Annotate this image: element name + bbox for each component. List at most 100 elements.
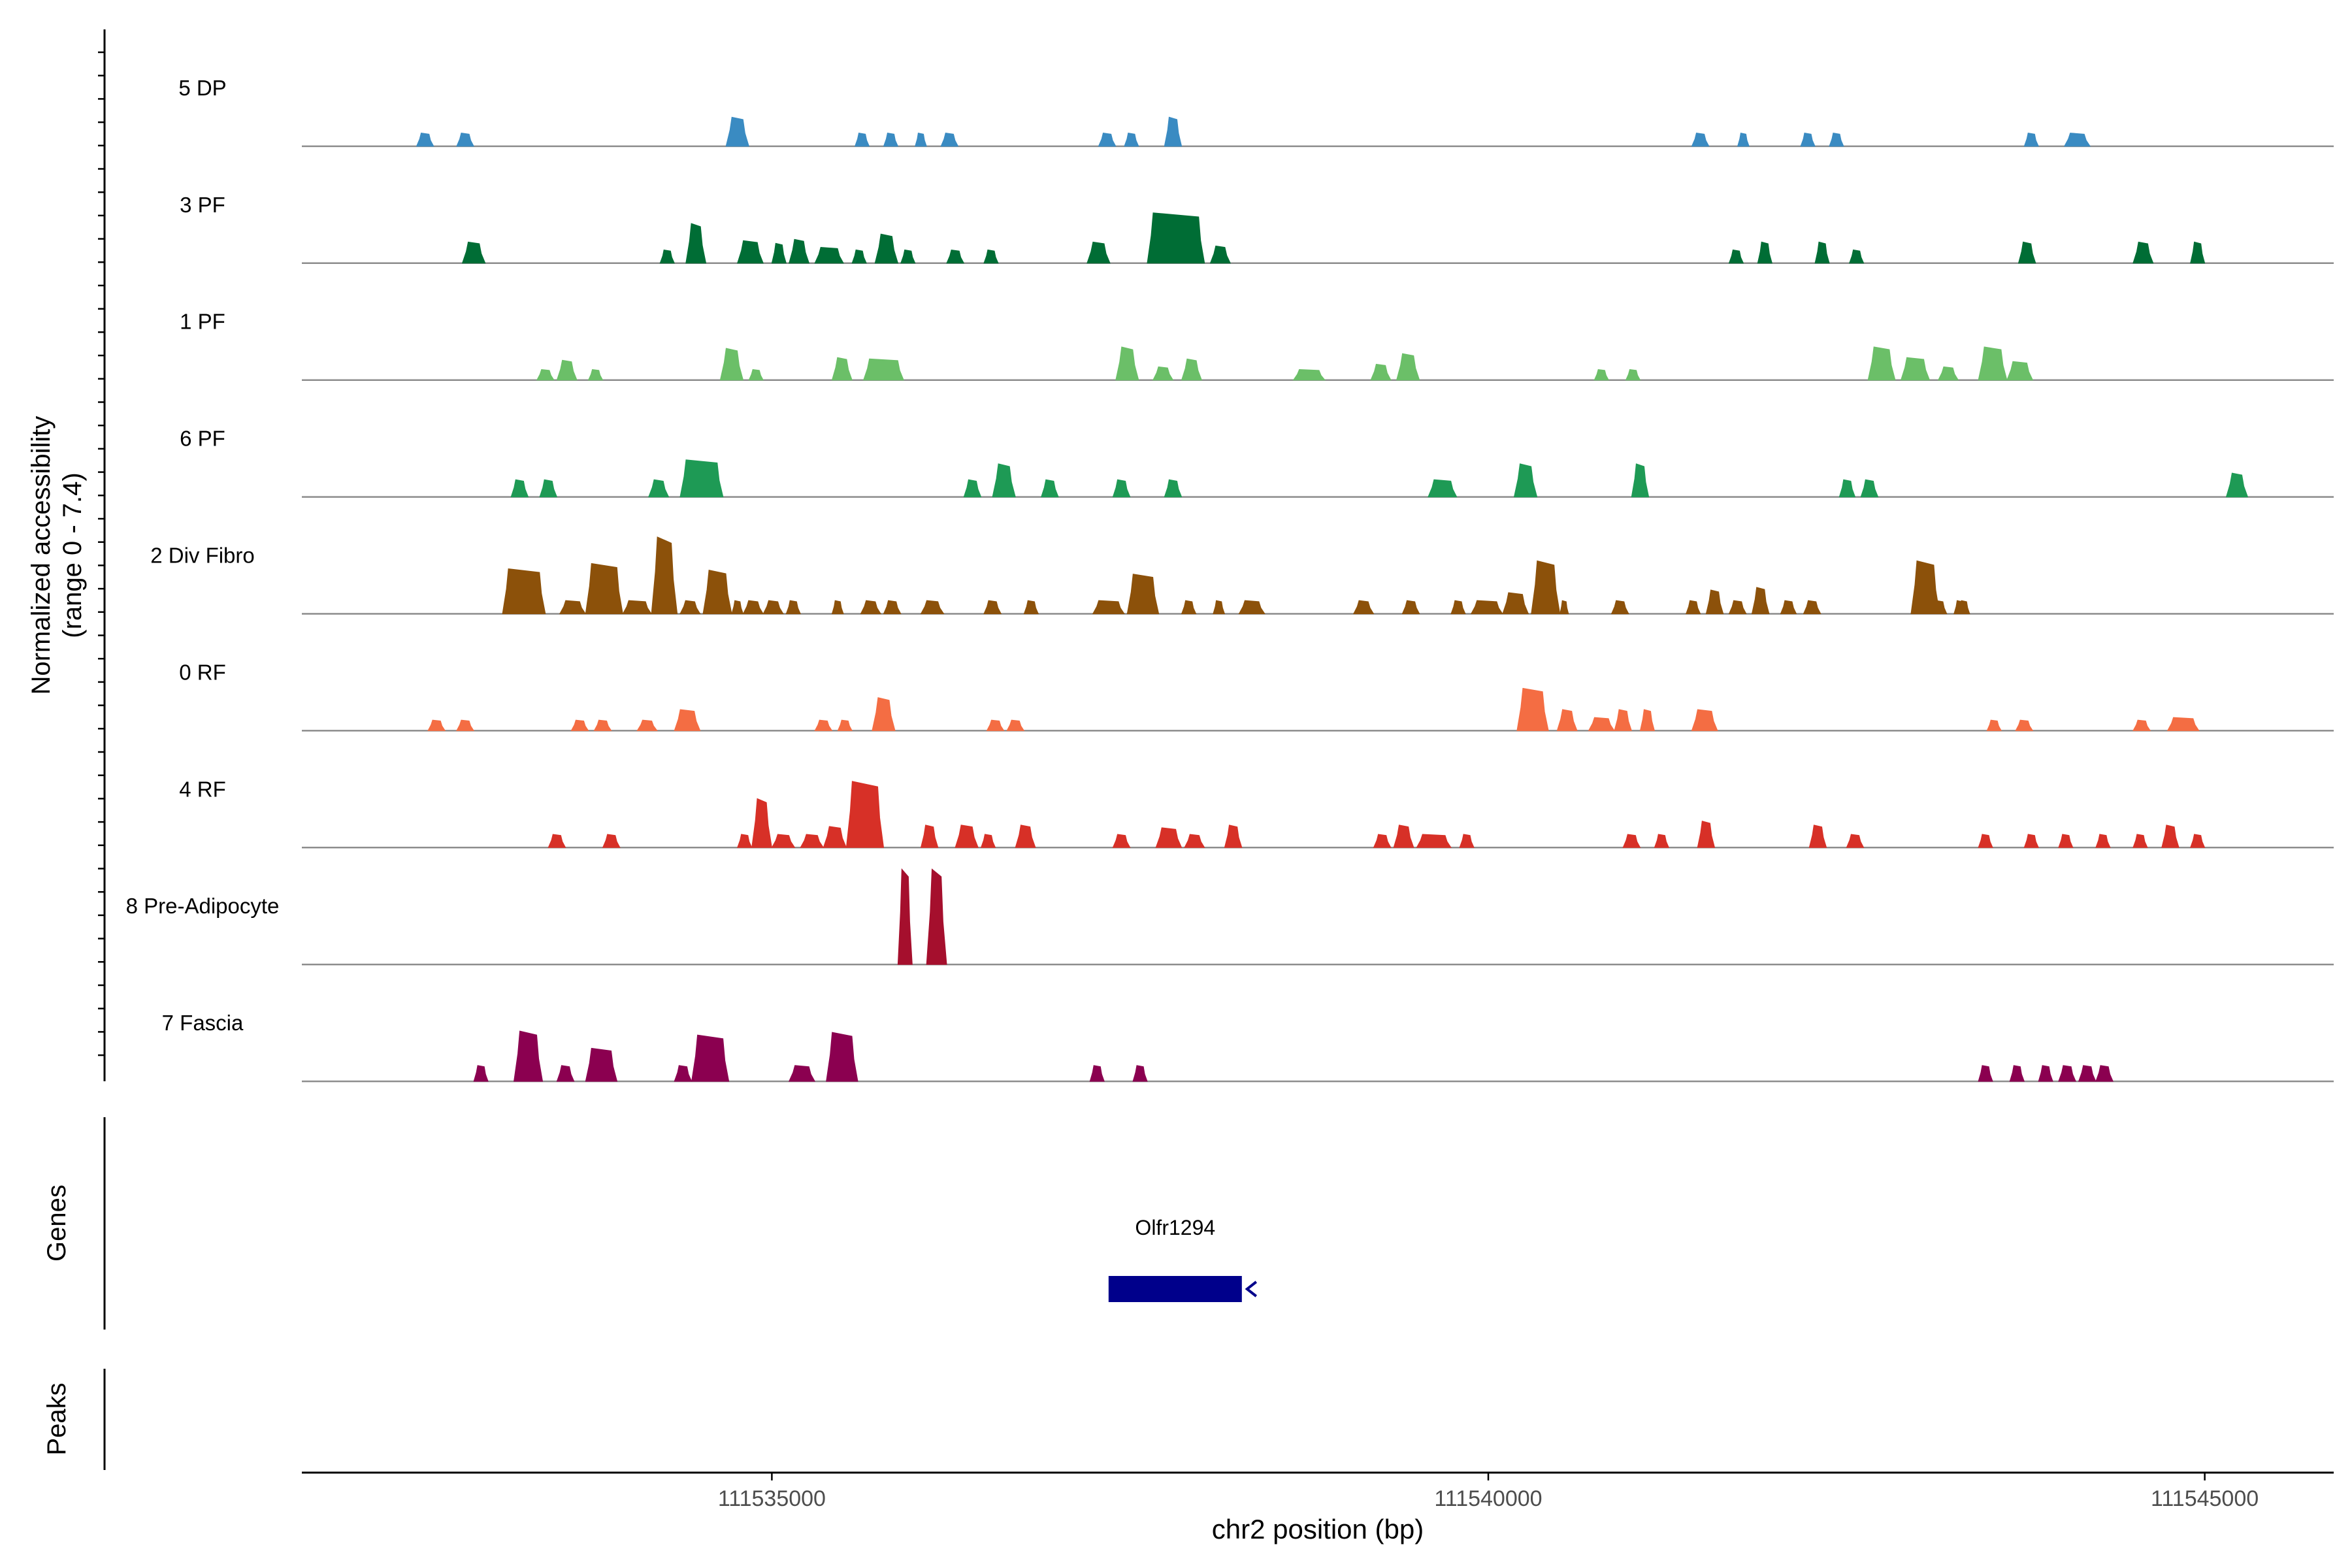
coverage-peak [1401, 600, 1420, 614]
coverage-peak [1041, 479, 1059, 498]
coverage-peak [1292, 368, 1326, 381]
x-tick-label: 111545000 [2151, 1486, 2259, 1511]
coverage-peak [1639, 709, 1656, 731]
coverage-y-ticks [98, 51, 105, 1056]
coverage-peak [659, 249, 675, 264]
coverage-peak [1625, 368, 1641, 381]
coverage-peak [1757, 241, 1772, 264]
coverage-peak [691, 1034, 730, 1082]
track-7-fascia: 7 Fascia [162, 1011, 2334, 1083]
coverage-peak [1808, 825, 1827, 848]
coverage-peak [1132, 1065, 1148, 1082]
coverage-peak [1513, 463, 1538, 498]
x-tick-label: 111540000 [1434, 1486, 1542, 1511]
track-6-pf: 6 PF [180, 427, 2334, 498]
coverage-peak [920, 825, 939, 848]
coverage-peak [2095, 834, 2111, 848]
coverage-peak [1098, 133, 1117, 147]
coverage-peak [1780, 600, 1797, 614]
coverage-peak [585, 563, 623, 614]
coverage-peak [1986, 719, 2002, 731]
coverage-peak [679, 600, 701, 614]
track-2-div-fibro: 2 Div Fibro [150, 536, 2334, 615]
coverage-peak [1126, 574, 1160, 614]
x-axis-ticks: 111535000 111540000 111545000 [718, 1473, 2259, 1511]
coverage-peak [2161, 825, 2180, 848]
track-4-rf: 4 RF [179, 777, 2334, 849]
coverage-peak [1751, 587, 1770, 614]
track-label: 3 PF [180, 193, 225, 217]
coverage-peak [992, 463, 1016, 498]
coverage-peak [1459, 834, 1475, 848]
gene-annotations: Olfr1294 [1108, 1216, 1258, 1302]
coverage-peak [1370, 363, 1392, 381]
coverage-peak [1560, 600, 1569, 614]
coverage-peak [1152, 366, 1174, 381]
coverage-peak [2023, 834, 2039, 848]
coverage-peak [427, 719, 446, 731]
coverage-peak [1450, 600, 1466, 614]
coverage-peak [1610, 600, 1629, 614]
coverage-peak [946, 249, 965, 264]
coverage-peak [1728, 249, 1744, 264]
coverage-peak [771, 834, 796, 848]
coverage-peak [593, 719, 612, 731]
track-0-rf: 0 RF [179, 660, 2334, 732]
coverage-peak [2132, 241, 2154, 264]
coverage-peak [1164, 479, 1183, 498]
track-1-pf: 1 PF [180, 310, 2334, 381]
genes-track-label: Genes [42, 1184, 71, 1262]
coverage-peak [920, 600, 945, 614]
coverage-peak [762, 600, 784, 614]
coverage-peak [1957, 600, 1970, 614]
coverage-peak [539, 479, 558, 498]
coverage-peak [1086, 241, 1111, 264]
coverage-peak [1352, 600, 1375, 614]
track-label: 0 RF [179, 660, 226, 684]
coverage-peak [963, 479, 982, 498]
coverage-peak [1803, 600, 1821, 614]
coverage-peak [547, 834, 566, 848]
coverage-peak [1238, 600, 1266, 614]
coverage-peak [980, 834, 996, 848]
coverage-peak [814, 246, 844, 264]
coverage-peak [1867, 346, 1896, 381]
coverage-peak [1164, 116, 1183, 147]
coverage-peak [789, 238, 810, 264]
strand-arrow-icon [1245, 1281, 1258, 1298]
coverage-peak [2190, 241, 2206, 264]
coverage-peak [845, 781, 885, 848]
track-5-dp: 5 DP [178, 76, 2334, 148]
track-label: 2 Div Fibro [150, 544, 255, 568]
coverage-peak [1932, 600, 1948, 614]
track-label: 5 DP [178, 76, 226, 100]
coverage-peak [983, 249, 999, 264]
coverage-peak [874, 233, 899, 264]
coverage-peak [1685, 600, 1701, 614]
coverage-peak [636, 719, 658, 731]
coverage-peak [1691, 709, 1718, 731]
coverage-peak [473, 1065, 489, 1082]
gene-olfr1294: Olfr1294 [1108, 1216, 1258, 1302]
coverage-peak [854, 133, 870, 147]
coverage-peak [725, 116, 749, 147]
coverage-peak [1838, 479, 1856, 498]
y-axis-range-label: (range 0 - 7.4) [58, 472, 87, 638]
coverage-peak [536, 368, 555, 381]
coverage-peak [1614, 709, 1632, 731]
gene-name-label: Olfr1294 [1135, 1216, 1215, 1239]
coverage-peak [1396, 353, 1420, 381]
coverage-peak [897, 868, 913, 965]
coverage-peak [1393, 825, 1414, 848]
coverage-peak [1092, 600, 1125, 614]
coverage-peak [851, 249, 867, 264]
coverage-peak [2058, 834, 2074, 848]
coverage-peak [2189, 834, 2206, 848]
coverage-peak [2132, 719, 2151, 731]
coverage-peak [2009, 1065, 2025, 1082]
coverage-peak [1728, 600, 1747, 614]
coverage-peak [1697, 821, 1716, 848]
coverage-peak [2006, 361, 2034, 381]
coverage-peak [771, 242, 787, 264]
